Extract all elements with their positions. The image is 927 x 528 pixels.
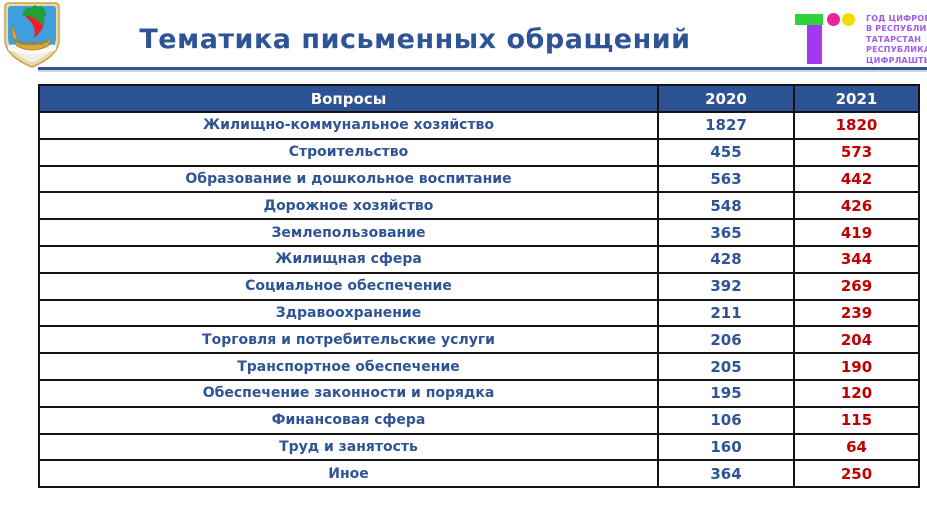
value-2021-cell: 239 xyxy=(793,298,920,328)
value-2021-cell: 1820 xyxy=(793,111,920,140)
value-2021-cell: 419 xyxy=(793,218,920,247)
logo-caption-line: ЦИФРЛАШТЫРУ ЕЛЫ xyxy=(866,55,927,65)
topic-cell: Дорожное хозяйство xyxy=(38,191,659,221)
table-row: Жилищная сфера 428 344 xyxy=(38,244,920,274)
logo-t-stem xyxy=(807,14,822,64)
topic-cell: Образование и дошкольное воспитание xyxy=(38,164,659,194)
table-row: Социальное обеспечение 392 269 xyxy=(38,271,920,301)
value-2021-cell: 269 xyxy=(793,271,920,301)
value-2020-cell: 428 xyxy=(657,244,795,274)
table-row: Дорожное хозяйство 548 426 xyxy=(38,191,920,221)
table-row: Труд и занятость 160 64 xyxy=(38,432,920,462)
value-2020-cell: 548 xyxy=(657,191,795,221)
value-2021-cell: 250 xyxy=(793,459,920,489)
value-2020-cell: 205 xyxy=(657,352,795,381)
logo-yellow-dot-icon xyxy=(842,13,855,26)
value-2021-cell: 573 xyxy=(793,137,920,167)
logo-caption: ГОД ЦИФРОВИЗАЦИИ В РЕСПУБЛИКЕ ТАТАРСТАН … xyxy=(866,14,927,66)
value-2020-cell: 160 xyxy=(657,432,795,462)
value-2021-cell: 426 xyxy=(793,191,920,221)
column-header-topics: Вопросы xyxy=(38,84,659,113)
value-2020-cell: 211 xyxy=(657,298,795,328)
table-row: Торговля и потребительские услуги 206 20… xyxy=(38,325,920,355)
topic-cell: Торговля и потребительские услуги xyxy=(38,325,659,355)
topic-cell: Финансовая сфера xyxy=(38,405,659,435)
value-2021-cell: 204 xyxy=(793,325,920,355)
digitalization-year-logo: ГОД ЦИФРОВИЗАЦИИ В РЕСПУБЛИКЕ ТАТАРСТАН … xyxy=(790,8,927,68)
value-2020-cell: 563 xyxy=(657,164,795,194)
table-row: Транспортное обеспечение 205 190 xyxy=(38,352,920,381)
coat-of-arms-icon xyxy=(4,2,60,68)
logo-caption-line: ГОД ЦИФРОВИЗАЦИИ xyxy=(866,14,927,23)
value-2020-cell: 195 xyxy=(657,378,795,408)
page-title: Тематика письменных обращений xyxy=(139,24,691,55)
topic-cell: Жилищно-коммунальное хозяйство xyxy=(38,111,659,140)
value-2021-cell: 442 xyxy=(793,164,920,194)
table-row: Здравоохранение 211 239 xyxy=(38,298,920,328)
value-2020-cell: 455 xyxy=(657,137,795,167)
column-header-2021: 2021 xyxy=(793,84,920,113)
value-2020-cell: 365 xyxy=(657,218,795,247)
topic-cell: Здравоохранение xyxy=(38,298,659,328)
topic-cell: Обеспечение законности и порядка xyxy=(38,378,659,408)
table-row: Обеспечение законности и порядка 195 120 xyxy=(38,378,920,408)
value-2021-cell: 190 xyxy=(793,352,920,381)
value-2021-cell: 344 xyxy=(793,244,920,274)
topic-cell: Иное xyxy=(38,459,659,489)
table-row: Жилищно-коммунальное хозяйство 1827 1820 xyxy=(38,111,920,140)
table-row: Землепользование 365 419 xyxy=(38,218,920,247)
topic-cell: Строительство xyxy=(38,137,659,167)
value-2021-cell: 64 xyxy=(793,432,920,462)
value-2021-cell: 120 xyxy=(793,378,920,408)
topic-cell: Жилищная сфера xyxy=(38,244,659,274)
value-2020-cell: 106 xyxy=(657,405,795,435)
topics-table: Вопросы 2020 2021 Жилищно-коммунальное х… xyxy=(38,84,920,489)
topic-cell: Социальное обеспечение xyxy=(38,271,659,301)
value-2020-cell: 1827 xyxy=(657,111,795,140)
table-row: Иное 364 250 xyxy=(38,459,920,489)
column-header-2020: 2020 xyxy=(657,84,795,113)
logo-caption-line: ТАТАРСТАН xyxy=(866,34,922,44)
topic-cell: Труд и занятость xyxy=(38,432,659,462)
logo-caption-line: РЕСПУБЛИКАСЫНДА xyxy=(866,45,927,55)
value-2020-cell: 206 xyxy=(657,325,795,355)
logo-t-bar xyxy=(795,14,823,25)
value-2020-cell: 364 xyxy=(657,459,795,489)
title-underline xyxy=(38,67,927,70)
table-row: Образование и дошкольное воспитание 563 … xyxy=(38,164,920,194)
logo-pink-dot-icon xyxy=(827,13,840,26)
table-row: Строительство 455 573 xyxy=(38,137,920,167)
table-header-row: Вопросы 2020 2021 xyxy=(38,84,920,113)
value-2020-cell: 392 xyxy=(657,271,795,301)
logo-caption-line: В РЕСПУБЛИКЕ xyxy=(866,24,927,34)
table-row: Финансовая сфера 106 115 xyxy=(38,405,920,435)
topic-cell: Транспортное обеспечение xyxy=(38,352,659,381)
value-2021-cell: 115 xyxy=(793,405,920,435)
topic-cell: Землепользование xyxy=(38,218,659,247)
